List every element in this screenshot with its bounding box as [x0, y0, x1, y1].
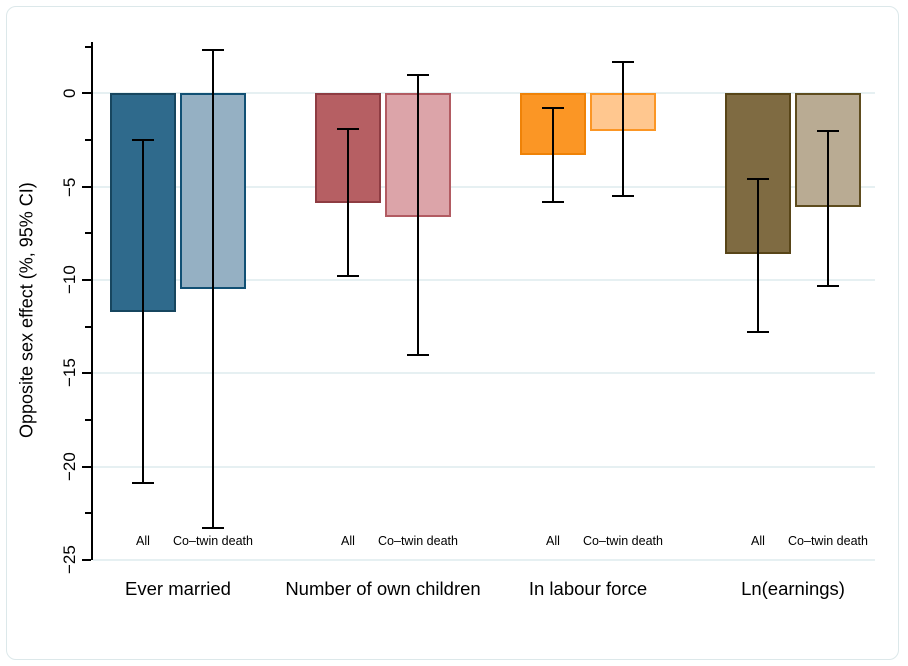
y-axis-major-tick: [82, 279, 91, 281]
y-axis-line: [91, 42, 93, 560]
y-axis-minor-tick: [85, 45, 91, 48]
error-bar-cap-top: [132, 139, 154, 141]
error-bar-cap-top: [202, 49, 224, 52]
y-axis-tick-label: −15: [60, 358, 79, 388]
error-bar-cap-top: [817, 129, 839, 132]
error-bar-cap-bottom: [542, 200, 564, 203]
y-axis-minor-tick: [85, 325, 91, 328]
series-sublabel: Co–twin death: [583, 534, 663, 548]
error-bar-line: [347, 128, 349, 277]
error-bar-cap-top: [407, 73, 429, 76]
gridline: [93, 279, 875, 281]
gridline: [93, 92, 875, 95]
y-axis-title: Opposite sex effect (%, 95% CI): [16, 182, 37, 438]
error-bar-cap-bottom: [407, 353, 429, 356]
y-axis-tick-label: −10: [60, 265, 79, 295]
y-axis-major-tick: [82, 185, 91, 188]
error-bar-cap-top: [337, 127, 359, 130]
x-axis-group-label: Number of own children: [285, 578, 481, 599]
error-bar-line: [212, 50, 214, 529]
y-axis-major-tick: [82, 372, 91, 375]
series-sublabel: Co–twin death: [378, 534, 458, 548]
series-sublabel: All: [546, 534, 560, 548]
error-bar-cap-bottom: [337, 275, 359, 278]
y-axis-major-tick: [82, 92, 91, 95]
y-axis-tick-label: −5: [60, 176, 79, 197]
error-bar-line: [142, 140, 144, 484]
error-bar-line: [757, 179, 759, 333]
error-bar-cap-top: [612, 60, 634, 63]
y-axis-tick-label: −20: [60, 452, 79, 482]
error-bar-cap-bottom: [202, 527, 224, 530]
error-bar-cap-bottom: [132, 482, 154, 485]
bar-all: [725, 93, 791, 254]
x-axis-group-label: Ln(earnings): [741, 578, 845, 599]
gridline: [93, 465, 875, 468]
series-sublabel: All: [136, 534, 150, 548]
error-bar-cap-bottom: [747, 331, 769, 334]
x-axis-group-label: Ever married: [125, 578, 231, 599]
y-axis-minor-tick: [85, 512, 91, 515]
error-bar-cap-bottom: [612, 195, 634, 197]
series-sublabel: All: [751, 534, 765, 548]
error-bar-cap-top: [542, 107, 564, 110]
y-axis-minor-tick: [85, 419, 91, 421]
y-axis-major-tick: [82, 559, 91, 561]
error-bar-line: [417, 74, 419, 355]
gridline: [93, 559, 875, 561]
x-axis-group-label: In labour force: [528, 578, 648, 599]
error-bar-cap-top: [747, 178, 769, 181]
plot-area: 0 −5 −10 −15 −20 −25 All Co–twin death Ever marr…: [60, 42, 875, 599]
series-sublabel: All: [341, 534, 355, 548]
series-sublabel: Co–twin death: [173, 534, 253, 548]
gridline: [93, 372, 875, 375]
error-bar-line: [827, 130, 829, 286]
y-axis-tick-label: 0: [60, 88, 79, 99]
error-bar-line: [552, 108, 554, 202]
y-axis-minor-tick: [85, 232, 91, 235]
series-sublabel: Co–twin death: [788, 534, 868, 548]
y-axis-major-tick: [82, 465, 91, 468]
y-axis-minor-tick: [85, 139, 91, 141]
error-bar-cap-bottom: [817, 284, 839, 287]
gridline: [93, 185, 875, 188]
error-bar-line: [622, 61, 624, 196]
